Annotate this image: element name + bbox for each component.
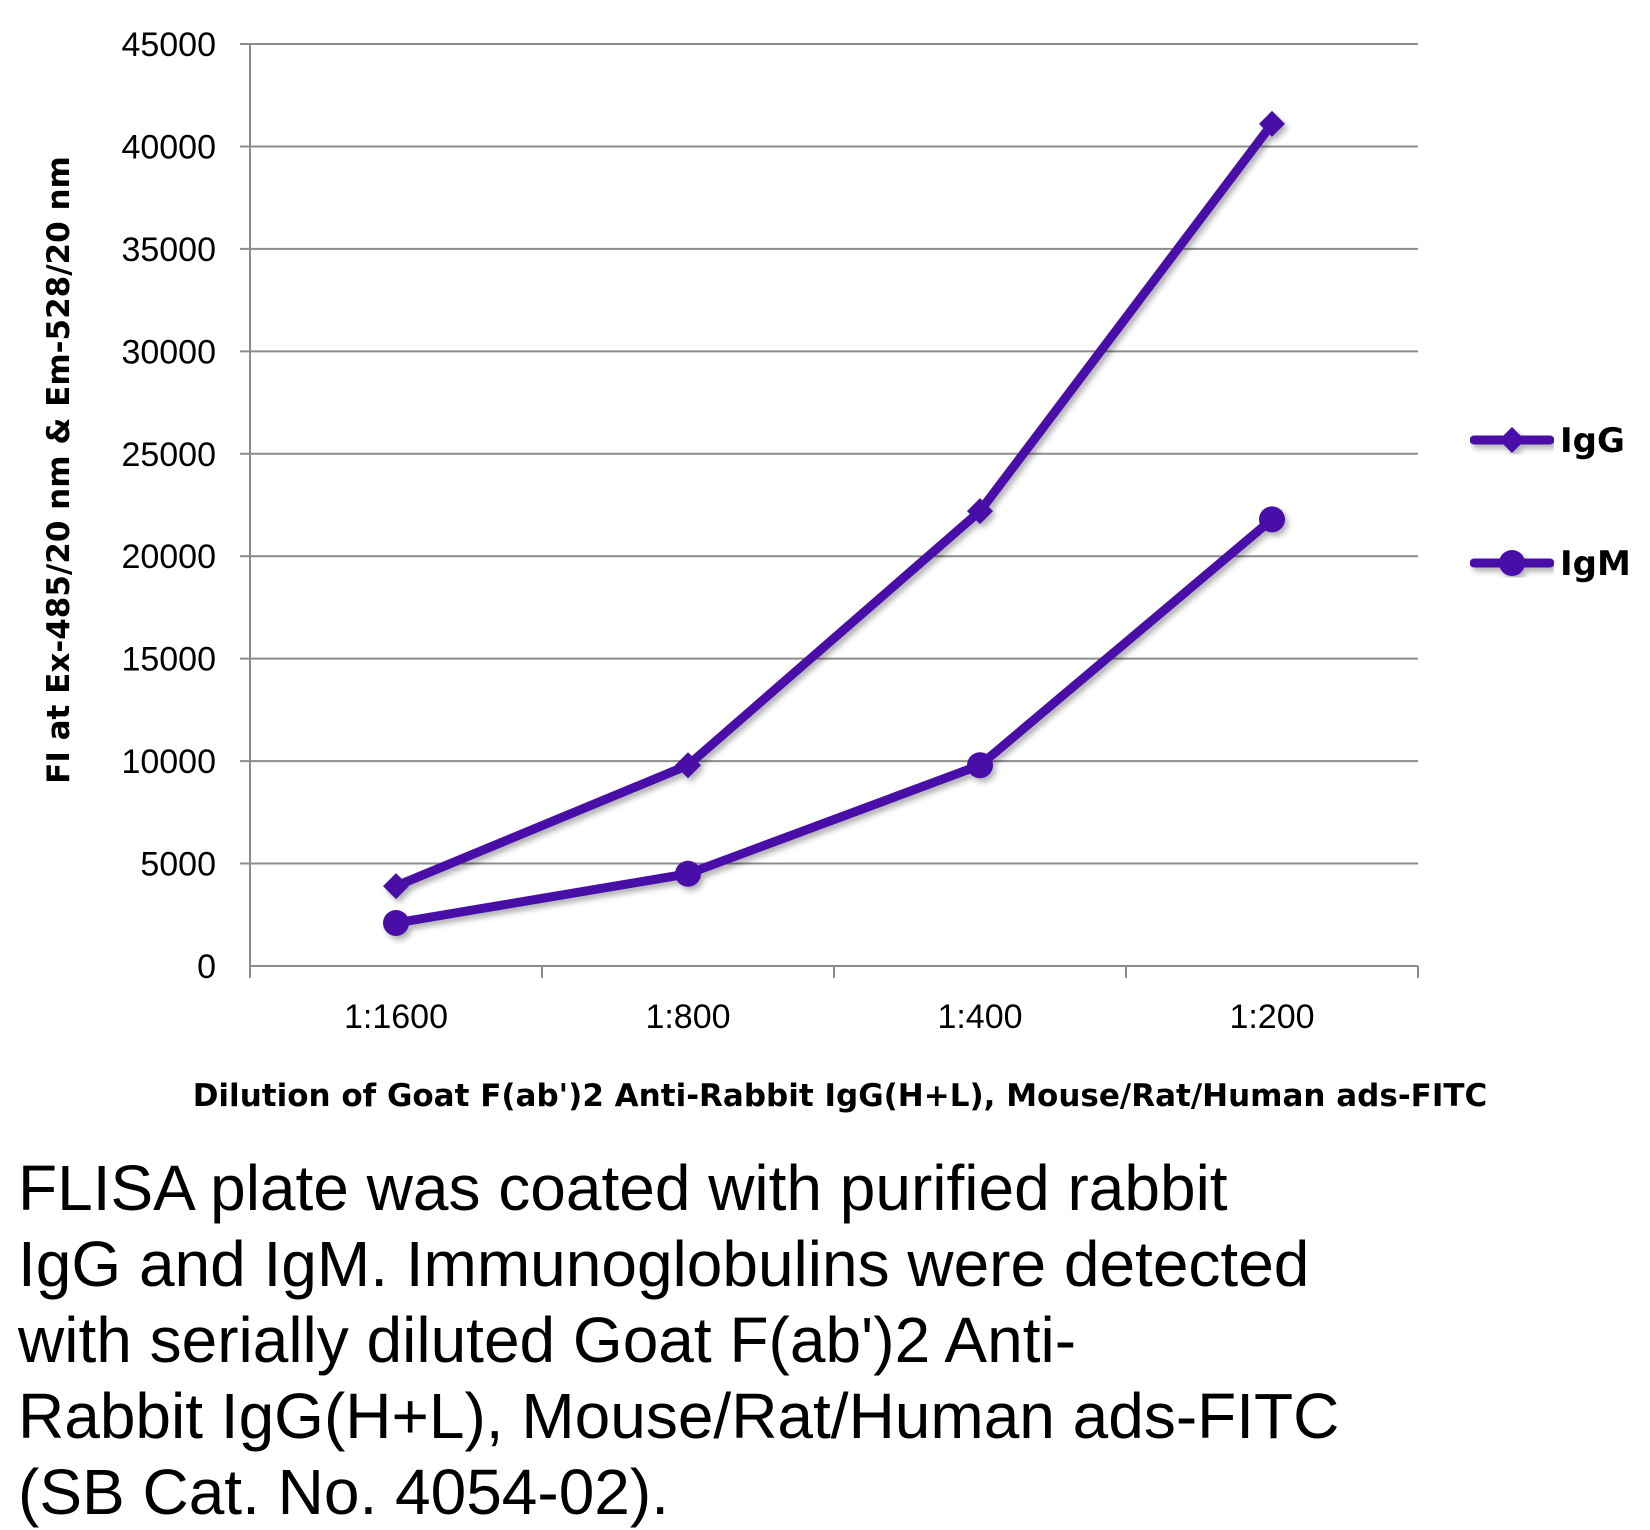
y-tick-label-5000: 5000 [140, 846, 216, 884]
x-axis: 1:1600 1:800 1:400 1:200 [249, 44, 1419, 1036]
x-tick-label-1-1600: 1:1600 [344, 998, 448, 1036]
legend-label-IgM: IgM [1560, 544, 1631, 584]
series-IgG [383, 110, 1285, 900]
y-tick-label-35000: 35000 [121, 231, 216, 269]
y-tick-label-0: 0 [197, 948, 216, 986]
y-tick-label-15000: 15000 [121, 641, 216, 679]
series-line-IgM [391, 514, 1277, 928]
legend-item-IgG [1469, 427, 1555, 453]
y-axis-tick-labels: 0 5000 10000 15000 20000 25000 30000 35000 40000… [121, 26, 216, 986]
x-tick-label-1-400: 1:400 [937, 998, 1022, 1036]
figure-caption: FLISA plate was coated with purified rab… [18, 1152, 1340, 1528]
gridlines [240, 43, 1418, 865]
data-point-IgM-1-800 [675, 860, 701, 887]
y-axis-title: FI at Ex-485/20 nm & Em-528/20 nm [41, 156, 77, 784]
elisa-line-chart: 0 5000 10000 15000 20000 25000 30000 35000 40000… [41, 26, 1631, 1114]
y-tick-label-20000: 20000 [121, 538, 216, 576]
data-point-IgM-1-1600 [383, 909, 409, 936]
x-tick-label-1-800: 1:800 [645, 998, 730, 1036]
legend-item-IgM [1469, 550, 1555, 576]
series-IgM [383, 506, 1285, 936]
y-tick-label-45000: 45000 [121, 26, 216, 64]
legend-marker-IgG [1499, 427, 1525, 453]
data-series [383, 110, 1285, 936]
legend-label-IgG: IgG [1560, 421, 1625, 461]
y-tick-label-10000: 10000 [121, 743, 216, 781]
legend: IgG IgM [1469, 421, 1631, 584]
data-point-IgM-1-200 [1259, 506, 1285, 533]
y-tick-label-30000: 30000 [121, 333, 216, 371]
data-point-IgG-1-800 [675, 752, 701, 779]
legend-marker-IgM [1499, 550, 1525, 576]
series-line-IgG [391, 119, 1277, 891]
x-axis-title: Dilution of Goat F(ab')2 Anti-Rabbit IgG… [193, 1078, 1488, 1114]
y-tick-label-40000: 40000 [121, 128, 216, 166]
data-point-IgG-1-200 [1259, 110, 1285, 137]
data-point-IgG-1-400 [967, 498, 993, 525]
y-tick-label-25000: 25000 [121, 436, 216, 474]
x-tick-label-1-200: 1:200 [1229, 998, 1314, 1036]
data-point-IgM-1-400 [967, 752, 993, 779]
data-point-IgG-1-1600 [383, 873, 409, 900]
